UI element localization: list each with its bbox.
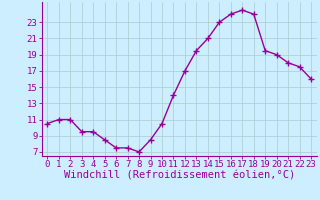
X-axis label: Windchill (Refroidissement éolien,°C): Windchill (Refroidissement éolien,°C)	[64, 171, 295, 181]
